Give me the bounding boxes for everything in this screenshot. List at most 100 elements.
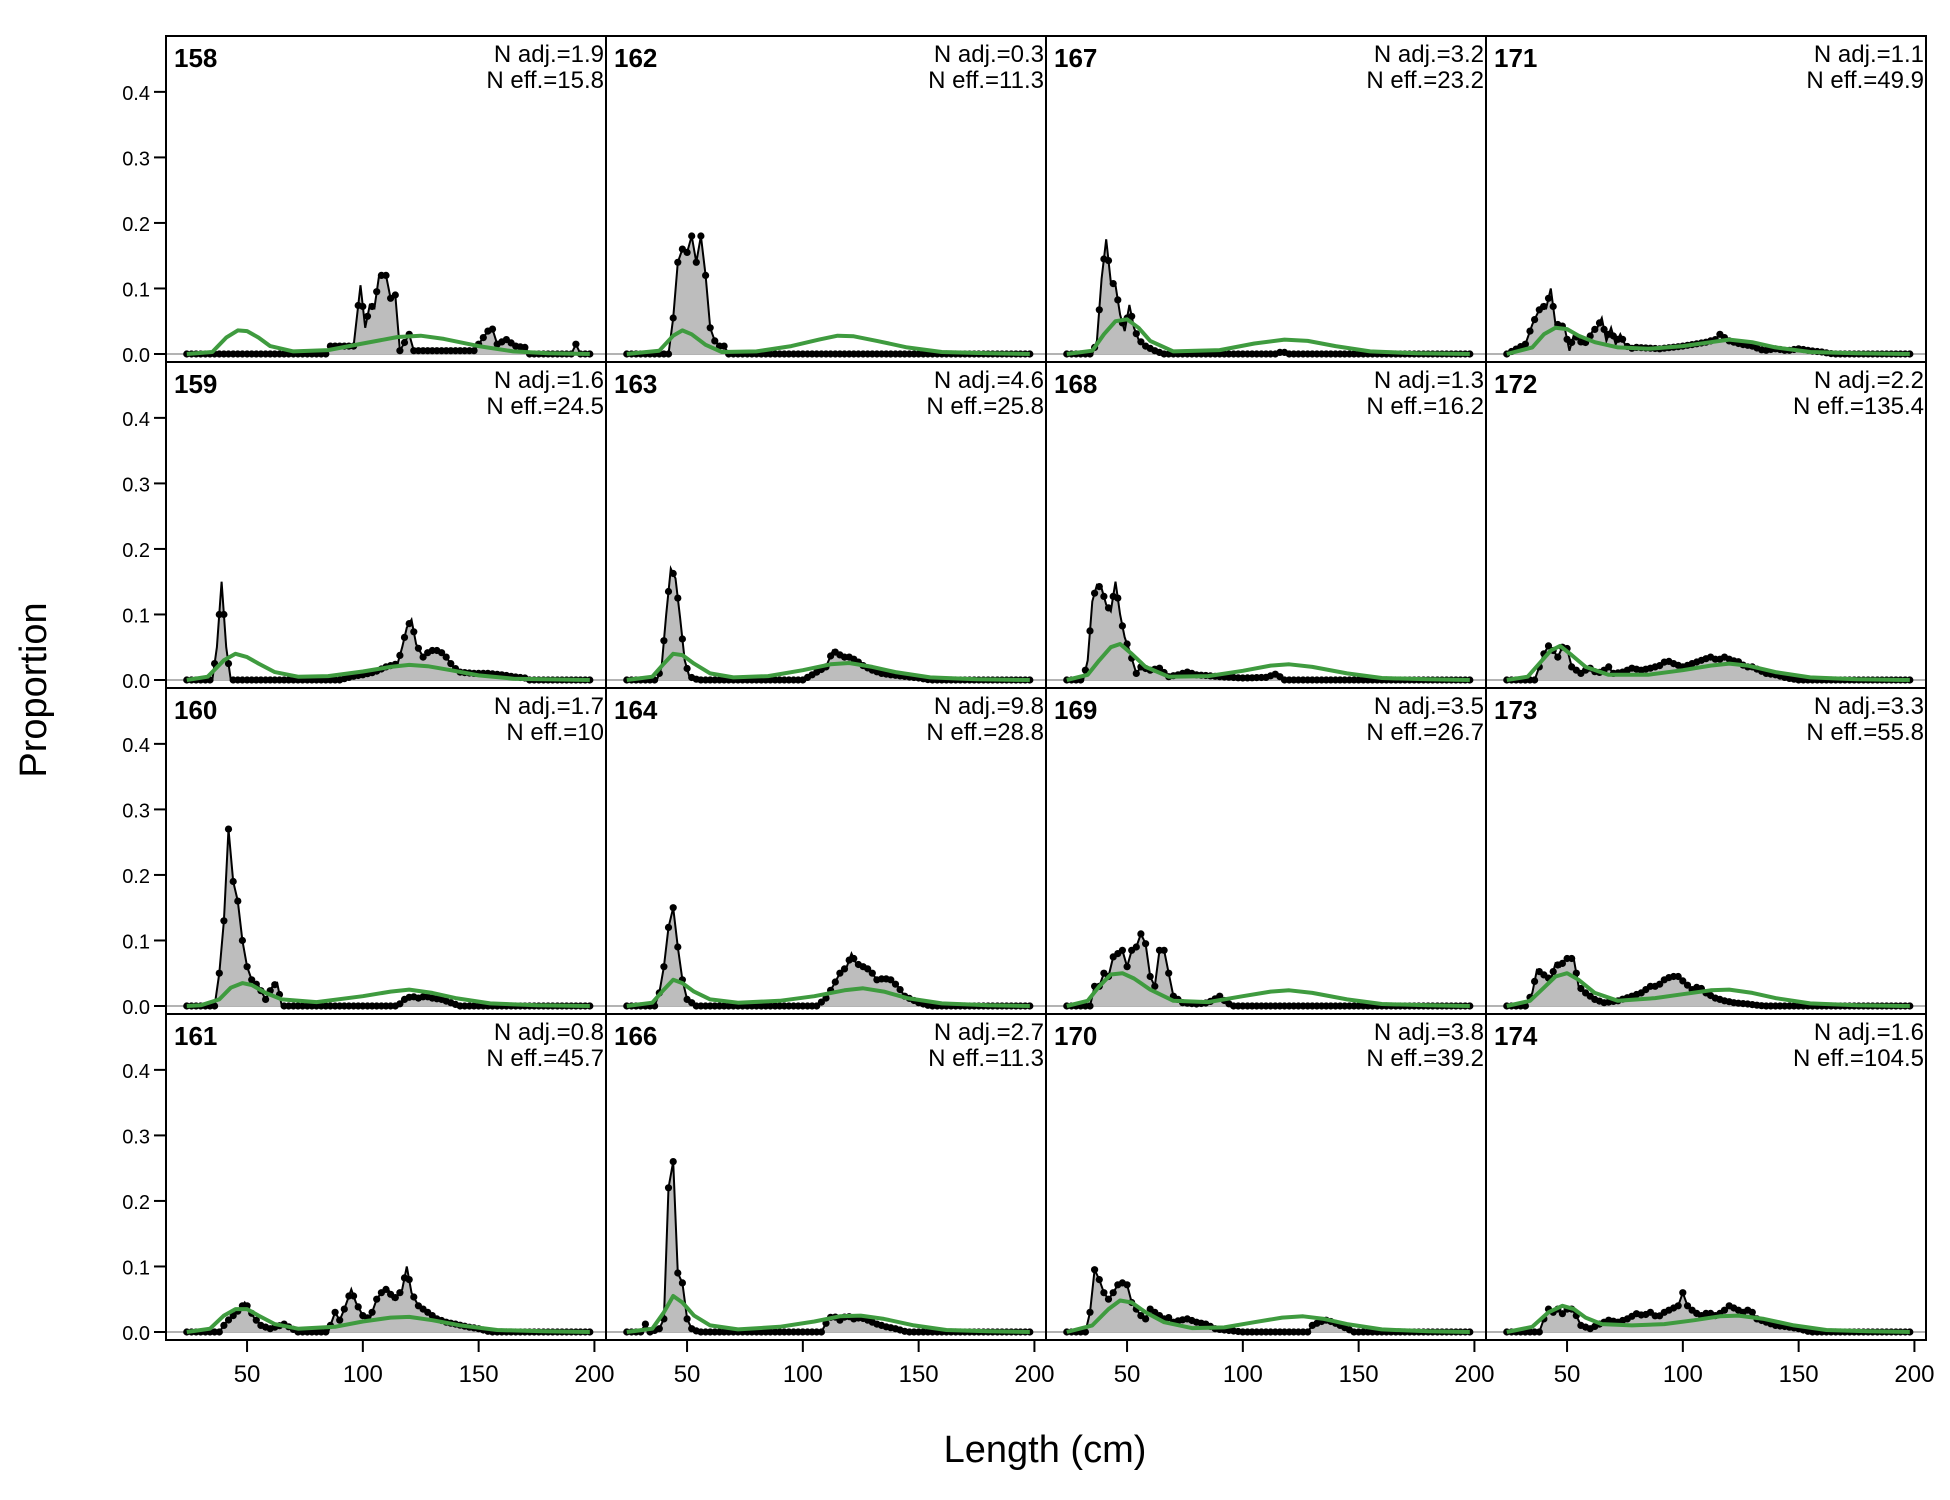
expected-line <box>186 651 590 682</box>
observed-area <box>1506 956 1910 1006</box>
observed-point <box>1558 959 1566 968</box>
y-tick-label: 0.3 <box>122 474 150 496</box>
observed-point <box>1123 1281 1131 1289</box>
observed-point <box>410 628 418 636</box>
observed-point <box>720 342 728 350</box>
observed-point <box>470 347 478 355</box>
n-eff-label: N eff.=39.2 <box>1366 1045 1484 1072</box>
y-axis: 0.0 0.1 0.2 0.3 0.4 0.0 0.1 0.2 0.3 0.4 0.0 0.1 0.2 0… <box>122 83 166 1345</box>
observed-point <box>1526 327 1534 335</box>
x-tick-label: 200 <box>1894 1361 1934 1388</box>
observed-point <box>674 943 682 951</box>
expected-line <box>1066 1298 1470 1334</box>
n-eff-label: N eff.=15.8 <box>486 67 604 94</box>
expected-line <box>1506 1303 1910 1334</box>
x-tick-label: 50 <box>674 1361 701 1388</box>
observed-point <box>669 904 677 912</box>
observed-point <box>243 963 251 971</box>
observed-point <box>400 338 409 347</box>
observed-point <box>220 1321 228 1329</box>
n-adj-label: N adj.=3.3 <box>1814 693 1924 720</box>
observed-point <box>664 923 673 932</box>
n-eff-label: N eff.=11.3 <box>928 67 1044 94</box>
observed-point <box>683 1315 691 1323</box>
panel-label: 164 <box>614 695 658 725</box>
observed-point <box>1554 653 1562 661</box>
observed-point <box>1132 943 1140 951</box>
panel-label: 173 <box>1494 695 1537 725</box>
n-eff-label: N eff.=135.4 <box>1793 393 1924 420</box>
observed-point <box>678 635 687 643</box>
observed-point <box>664 1184 673 1192</box>
panel-label: 174 <box>1494 1021 1538 1051</box>
observed-point <box>669 569 677 578</box>
y-tick-label: 0.1 <box>122 605 150 627</box>
x-tick-label: 150 <box>899 1361 939 1388</box>
observed-point <box>692 258 700 266</box>
expected-line <box>1506 971 1910 1008</box>
observed-point <box>220 610 228 619</box>
observed-point <box>391 291 399 299</box>
n-eff-label: N eff.=104.5 <box>1793 1045 1924 1072</box>
y-tick-label: 0.0 <box>122 997 150 1019</box>
x-tick-label: 150 <box>1339 1361 1379 1388</box>
observed-point <box>896 986 904 994</box>
observed-point <box>1535 1328 1543 1336</box>
y-tick-label: 0.1 <box>122 1257 150 1279</box>
observed-point <box>697 232 705 240</box>
observed-area <box>186 275 581 354</box>
observed-area <box>186 829 590 1006</box>
observed-point <box>1558 1310 1566 1318</box>
panel-164: 164 N adj.=9.8N eff.=28.8 <box>605 687 1047 1015</box>
observed-area <box>1066 581 1470 680</box>
observed-point <box>1100 1289 1108 1297</box>
x-tick-label: 50 <box>1114 1361 1141 1388</box>
panel-174: 174 N adj.=1.6N eff.=104.5 <box>1485 1013 1927 1341</box>
y-tick-label: 0.0 <box>122 345 150 367</box>
observed-point <box>438 649 446 657</box>
observed-point <box>391 1294 399 1302</box>
observed-point <box>1679 977 1687 985</box>
observed-point <box>479 334 487 342</box>
observed-point <box>354 1303 362 1311</box>
observed-point <box>396 347 404 355</box>
observed-point <box>1674 1302 1682 1310</box>
observed-point <box>1123 963 1131 971</box>
x-tick-label: 200 <box>1014 1361 1054 1388</box>
observed-point <box>1674 972 1682 981</box>
y-tick-label: 0.2 <box>122 866 150 888</box>
observed-point <box>1531 676 1539 684</box>
panel-label: 160 <box>174 695 217 725</box>
observed-point <box>521 343 529 351</box>
observed-point <box>1086 1002 1094 1010</box>
observed-point <box>1160 946 1168 954</box>
observed-point <box>1568 954 1576 963</box>
observed-point <box>340 1305 348 1313</box>
panel-168: 168 N adj.=1.3N eff.=16.2 <box>1045 361 1487 689</box>
observed-point <box>396 651 404 660</box>
n-eff-label: N eff.=28.8 <box>926 719 1044 746</box>
observed-point <box>368 1308 376 1316</box>
observed-point <box>669 1158 677 1166</box>
observed-point <box>664 587 673 596</box>
observed-point <box>1114 296 1122 304</box>
expected-line <box>626 977 1030 1008</box>
observed-point <box>442 653 450 661</box>
y-tick-label: 0.2 <box>122 214 150 236</box>
x-tick-label: 200 <box>1454 1361 1494 1388</box>
observed-point <box>419 653 427 661</box>
observed-point <box>488 325 497 333</box>
observed-area <box>626 907 1030 1006</box>
observed-point <box>1549 302 1557 311</box>
x-tick-label: 50 <box>234 1361 261 1388</box>
x-tick-label: 50 <box>1554 1361 1581 1388</box>
y-tick-label: 0.4 <box>122 83 150 105</box>
observed-point <box>1142 940 1150 948</box>
observed-point <box>405 1276 413 1284</box>
observed-point <box>702 271 710 279</box>
expected-line <box>186 1307 590 1334</box>
observed-point <box>1619 335 1627 343</box>
observed-point <box>868 969 876 977</box>
n-adj-label: N adj.=2.2 <box>1814 367 1924 394</box>
n-adj-label: N adj.=3.8 <box>1374 1019 1484 1046</box>
